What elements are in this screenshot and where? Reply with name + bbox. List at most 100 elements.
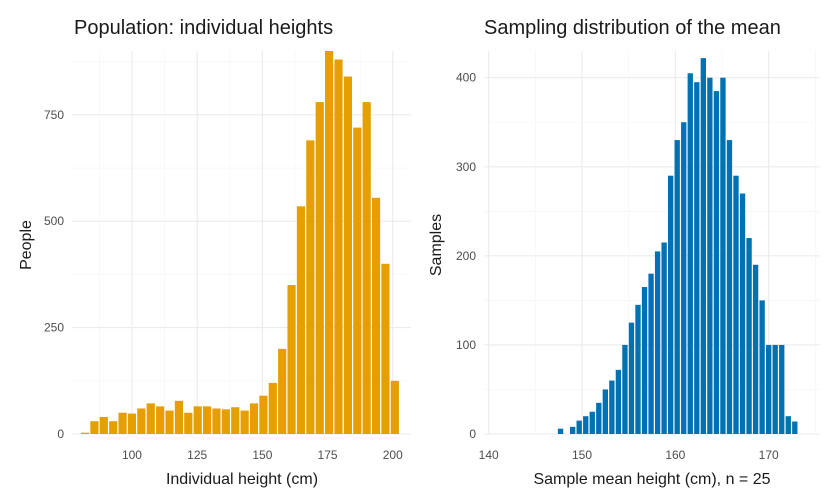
panel-title-population: Population: individual heights	[74, 17, 333, 39]
sampling-x-tick-label: 140	[479, 448, 499, 462]
population-bar	[109, 421, 118, 434]
sampling-bar	[772, 344, 778, 434]
population-y-tick-label: 250	[44, 321, 64, 335]
sampling-bar	[713, 91, 720, 434]
population-bar	[362, 102, 371, 434]
sampling-tick-labels: 140 150 160 170 0 100 200 300 400	[456, 71, 779, 462]
population-bar	[137, 408, 146, 434]
sampling-bar	[674, 140, 680, 434]
population-x-tick-label: 200	[383, 448, 403, 462]
sampling-x-axis-title: Sample mean height (cm), n = 25	[533, 471, 770, 488]
population-x-tick-label: 125	[187, 448, 207, 462]
population-x-tick-label: 175	[318, 448, 338, 462]
population-tick-labels: 100 125 150 175 200 0 250 500 750	[44, 108, 403, 462]
population-bar	[343, 76, 352, 434]
population-bar	[193, 406, 202, 434]
population-bar	[165, 410, 174, 434]
sampling-bar	[628, 322, 635, 434]
sampling-bar	[648, 273, 654, 434]
sampling-bar	[752, 264, 759, 434]
sampling-bar	[733, 175, 739, 434]
sampling-bar	[622, 344, 628, 434]
population-bar	[231, 407, 240, 434]
population-y-tick-label: 750	[44, 108, 64, 122]
sampling-bar	[779, 344, 785, 434]
population-y-tick-label: 500	[44, 214, 64, 228]
sampling-y-tick-label: 400	[456, 71, 476, 85]
population-bar	[240, 410, 249, 434]
population-bar	[184, 412, 193, 434]
population-bar	[306, 140, 315, 434]
population-bar	[212, 408, 221, 434]
sampling-bar	[746, 238, 752, 434]
sampling-bar	[557, 428, 564, 434]
sampling-bar	[661, 242, 667, 434]
sampling-bar	[641, 287, 648, 434]
population-bar	[127, 413, 137, 434]
sampling-bar	[694, 82, 700, 435]
sampling-bar	[700, 58, 706, 434]
population-x-axis-title: Individual height (cm)	[166, 471, 318, 488]
sample-mean-histogram: Sampling distribution of the mean 140 150…	[428, 17, 820, 488]
sampling-bar	[654, 251, 661, 434]
sampling-bar	[570, 426, 576, 434]
sampling-bar	[726, 140, 733, 434]
sampling-y-tick-label: 200	[456, 249, 476, 263]
sampling-bar	[707, 77, 713, 434]
population-bars	[80, 51, 399, 434]
sampling-bar	[615, 369, 622, 434]
sampling-bar	[602, 389, 608, 434]
sampling-bar	[766, 344, 772, 434]
population-bar	[146, 403, 155, 434]
sampling-bar	[589, 411, 595, 434]
population-x-tick-label: 150	[252, 448, 272, 462]
population-bar	[390, 380, 399, 434]
population-y-tick-label: 0	[57, 427, 64, 441]
population-bar	[80, 432, 90, 434]
sampling-bar	[576, 420, 582, 434]
population-bar	[325, 51, 334, 434]
sampling-bar	[785, 416, 791, 434]
population-bar	[99, 416, 108, 434]
sampling-bar	[583, 416, 589, 434]
population-bar	[296, 206, 306, 434]
population-bar	[334, 59, 343, 434]
population-x-tick-label: 100	[122, 448, 142, 462]
sampling-bar	[609, 380, 615, 434]
sampling-y-axis-title: Samples	[428, 214, 445, 276]
sampling-bar	[668, 175, 674, 434]
population-bar	[381, 263, 390, 434]
sampling-x-tick-label: 170	[759, 448, 779, 462]
sampling-y-tick-label: 300	[456, 160, 476, 174]
sampling-bar	[687, 73, 693, 435]
population-bar	[353, 127, 362, 434]
sampling-bar	[759, 300, 765, 434]
sampling-bars	[557, 58, 798, 435]
population-bar	[90, 421, 99, 434]
population-bar	[118, 412, 127, 434]
population-height-histogram: Population: individual heights 100 125 150…	[18, 17, 411, 488]
sampling-x-tick-label: 150	[572, 448, 592, 462]
population-bar	[156, 406, 165, 434]
panel-title-sampling: Sampling distribution of the mean	[484, 17, 781, 39]
population-bar	[287, 285, 296, 434]
sampling-y-tick-label: 0	[469, 427, 476, 441]
population-bar	[268, 382, 277, 434]
population-bar	[371, 197, 381, 434]
population-bar	[174, 400, 184, 434]
sampling-y-tick-label: 100	[456, 338, 476, 352]
population-bar	[202, 406, 212, 434]
population-bar	[278, 348, 287, 434]
sampling-bar	[720, 77, 726, 434]
sampling-bar	[681, 122, 687, 434]
sampling-gridlines	[484, 51, 820, 435]
population-y-axis-title: People	[18, 220, 35, 270]
population-bar	[315, 102, 324, 434]
sampling-bar	[739, 193, 746, 434]
sampling-bar	[635, 304, 641, 434]
sampling-bar	[596, 402, 602, 434]
population-bar	[259, 395, 268, 434]
population-bar	[221, 409, 230, 434]
population-bar	[249, 403, 259, 434]
